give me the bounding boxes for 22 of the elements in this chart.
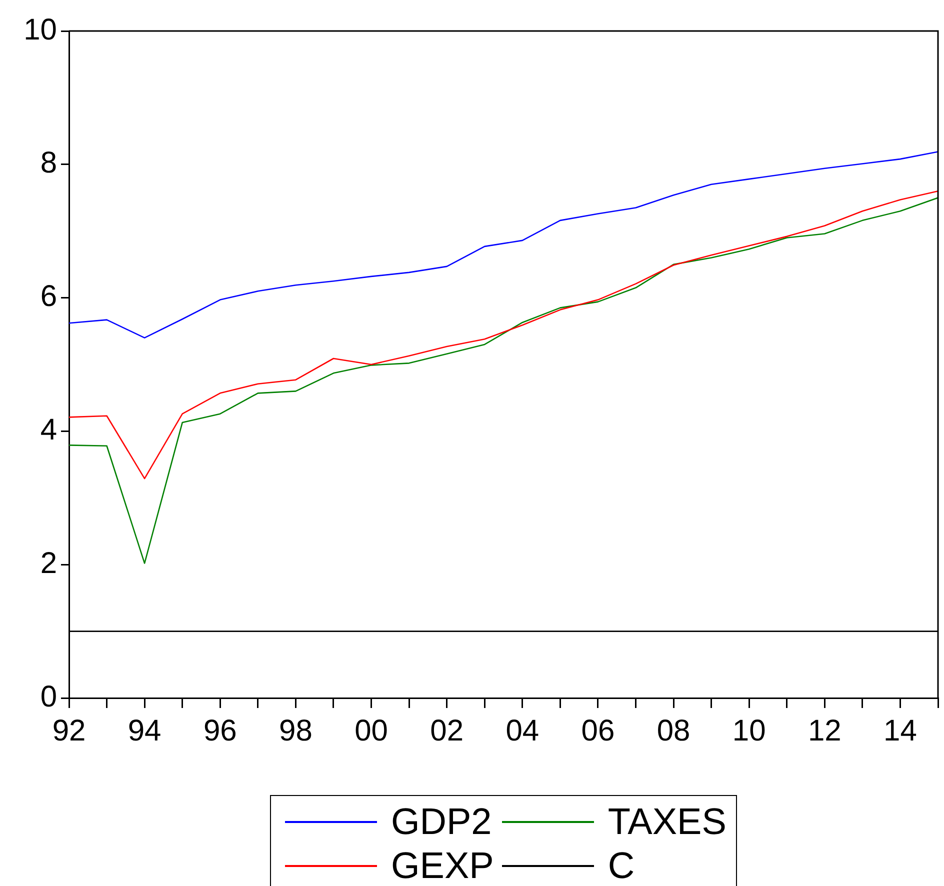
x-tick-label: 10 — [732, 714, 766, 748]
x-tick-label: 00 — [354, 714, 388, 748]
x-tick-label: 06 — [581, 714, 615, 748]
y-tick-label: 6 — [40, 280, 57, 314]
x-tick-label: 96 — [203, 714, 237, 748]
y-tick-label: 0 — [40, 680, 57, 714]
legend-label: GDP2 — [391, 800, 492, 844]
x-tick-label: 92 — [52, 714, 86, 748]
y-tick-label: 2 — [40, 546, 57, 580]
x-tick-label: 98 — [279, 714, 312, 748]
legend-label: TAXES — [608, 800, 726, 844]
y-tick-label: 10 — [24, 13, 57, 46]
x-tick-label: 94 — [128, 714, 162, 748]
x-tick-label: 14 — [884, 714, 917, 748]
legend-label: GEXP — [391, 844, 494, 886]
x-tick-label: 08 — [656, 714, 690, 748]
x-tick-label: 02 — [430, 714, 464, 748]
y-tick-label: 8 — [40, 146, 57, 180]
x-tick-label: 12 — [808, 714, 842, 748]
legend-label: C — [608, 844, 635, 886]
y-tick-label: 4 — [40, 413, 57, 446]
x-tick-label: 04 — [506, 714, 540, 748]
